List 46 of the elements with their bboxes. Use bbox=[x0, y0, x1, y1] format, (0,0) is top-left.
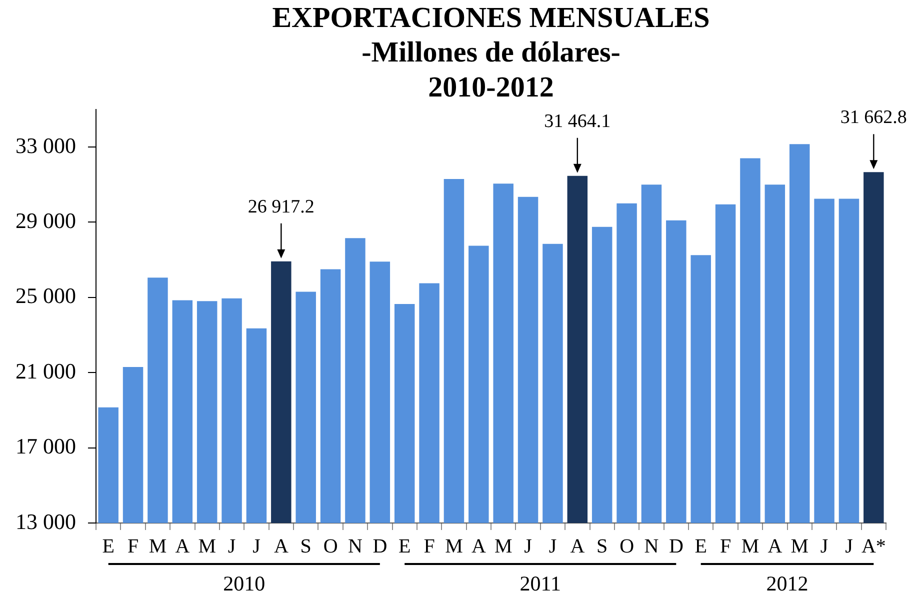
data-label: 31 662.8 bbox=[840, 107, 907, 128]
x-tick-label: N bbox=[348, 535, 362, 558]
x-tick-label: J bbox=[820, 535, 828, 558]
x-tick-label: E bbox=[102, 535, 114, 558]
x-tick-label: F bbox=[127, 535, 139, 558]
x-tick-label: N bbox=[644, 535, 659, 558]
y-tick-label: 21 000 bbox=[16, 358, 76, 384]
y-tick-label: 33 000 bbox=[16, 132, 76, 158]
x-tick-label: S bbox=[300, 535, 312, 558]
data-label: 31 464.1 bbox=[544, 110, 611, 132]
x-tick-label: J bbox=[548, 535, 557, 558]
x-tick-label: O bbox=[620, 535, 634, 558]
x-tick-label: F bbox=[720, 535, 732, 558]
x-tick-label: O bbox=[323, 535, 338, 558]
x-tick-label: J bbox=[524, 535, 532, 558]
text: 2011 bbox=[520, 572, 561, 595]
x-tick-label: M bbox=[198, 535, 216, 558]
x-tick-label: D bbox=[372, 535, 388, 558]
text: 2012 bbox=[766, 572, 808, 595]
x-tick-label: J bbox=[252, 535, 261, 558]
x-tick-label: M bbox=[741, 535, 760, 558]
x-tick-label: A bbox=[570, 535, 586, 558]
text: 2010 bbox=[223, 572, 266, 595]
x-tick-label: E bbox=[398, 535, 411, 558]
x-tick-label: A bbox=[274, 535, 289, 558]
x-tick-label: E bbox=[694, 535, 707, 558]
x-tick-label: M bbox=[148, 535, 167, 558]
x-tick-label: J bbox=[228, 535, 236, 558]
x-tick-label: J bbox=[845, 535, 854, 558]
x-tick-label: A bbox=[471, 535, 486, 558]
x-tick-label: A* bbox=[861, 535, 886, 558]
x-tick-label: F bbox=[424, 535, 435, 558]
chart-subtitle: -Millones de dólares- 2010-2012 bbox=[362, 36, 620, 104]
x-tick-label: M bbox=[445, 535, 464, 558]
y-tick-label: 25 000 bbox=[16, 283, 76, 308]
x-tick-label: D bbox=[668, 535, 684, 558]
y-tick-label: 13 000 bbox=[16, 508, 76, 534]
x-tick-label: A bbox=[175, 535, 190, 558]
y-tick-label: 17 000 bbox=[16, 434, 76, 459]
x-tick-label: A bbox=[768, 535, 783, 558]
y-tick-label: 29 000 bbox=[16, 208, 76, 233]
chart-title: EXPORTACIONES MENSUALES bbox=[272, 2, 710, 34]
x-tick-label: M bbox=[494, 535, 512, 558]
data-label: 26 917.2 bbox=[248, 196, 314, 218]
x-tick-label: M bbox=[790, 535, 809, 558]
x-tick-label: S bbox=[596, 535, 608, 558]
